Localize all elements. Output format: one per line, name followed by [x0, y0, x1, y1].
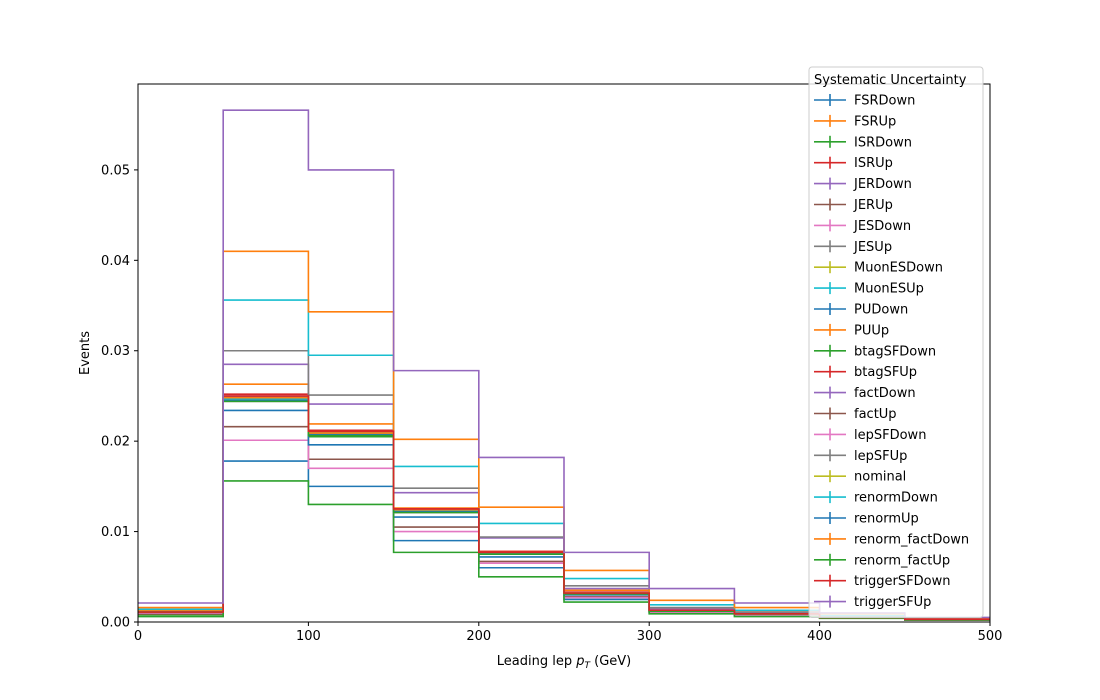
legend-entry-PUDown: PUDown	[814, 303, 908, 318]
x-axis-label: Leading lep pT (GeV)	[497, 654, 631, 671]
legend-label: renormUp	[854, 512, 919, 527]
y-tick-label: 0.02	[101, 435, 130, 450]
legend-entry-JESDown: JESDown	[814, 219, 911, 234]
legend-label: ISRDown	[854, 135, 912, 150]
legend-entry-triggerSFDown: triggerSFDown	[814, 574, 950, 589]
legend-entry-renorm_factUp: renorm_factUp	[814, 553, 950, 568]
y-axis-label: Events	[78, 331, 93, 375]
legend-label: btagSFUp	[854, 365, 917, 380]
legend-label: factDown	[854, 386, 916, 401]
legend-label: lepSFDown	[854, 428, 926, 443]
y-tick-label: 0.05	[101, 163, 130, 178]
legend-entry-btagSFDown: btagSFDown	[814, 344, 936, 359]
legend-label: renormDown	[854, 491, 938, 506]
legend-label: lepSFUp	[854, 449, 907, 464]
legend-label: JESUp	[853, 240, 892, 255]
legend: Systematic Uncertainty FSRDown FSRUp ISRDo…	[808, 66, 984, 618]
x-axis: 0 100 200 300 400 500	[134, 622, 1003, 644]
legend-entries: FSRDown FSRUp ISRDown ISRUp JERDown JERUp JESD…	[814, 94, 969, 610]
y-axis: 0.00 0.01 0.02 0.03 0.04 0.05	[101, 163, 138, 631]
x-axis-label-var: p	[575, 654, 584, 669]
legend-label: factUp	[854, 407, 897, 422]
x-axis-label-suffix: (GeV)	[590, 654, 631, 669]
legend-entry-ISRUp: ISRUp	[814, 156, 893, 171]
x-tick-label: 400	[807, 629, 832, 644]
legend-entry-lepSFUp: lepSFUp	[814, 449, 907, 464]
legend-label: renorm_factUp	[854, 553, 950, 568]
legend-entry-triggerSFUp: triggerSFUp	[814, 595, 931, 610]
x-tick-label: 200	[466, 629, 491, 644]
x-axis-label-prefix: Leading lep	[497, 654, 576, 669]
legend-label: MuonESUp	[854, 282, 924, 297]
legend-label: JESDown	[853, 219, 911, 234]
legend-label: nominal	[854, 470, 906, 485]
x-tick-label: 500	[978, 629, 1003, 644]
legend-entry-JERDown: JERDown	[814, 177, 912, 192]
x-tick-label: 0	[134, 629, 142, 644]
legend-label: FSRUp	[854, 114, 896, 129]
legend-entry-lepSFDown: lepSFDown	[814, 428, 926, 443]
legend-box	[808, 66, 984, 618]
legend-entry-MuonESUp: MuonESUp	[814, 282, 924, 297]
legend-label: btagSFDown	[854, 344, 936, 359]
legend-entry-renormDown: renormDown	[814, 491, 938, 506]
legend-entry-JERUp: JERUp	[814, 198, 893, 213]
legend-label: triggerSFDown	[854, 574, 950, 589]
legend-label: FSRDown	[854, 94, 915, 109]
x-tick-label: 300	[637, 629, 662, 644]
legend-entry-JESUp: JESUp	[814, 240, 892, 255]
axes-frame	[137, 83, 991, 623]
legend-label: triggerSFUp	[854, 595, 931, 610]
legend-entry-FSRDown: FSRDown	[814, 94, 915, 109]
legend-label: MuonESDown	[854, 261, 943, 276]
legend-label: JERDown	[853, 177, 912, 192]
legend-label: PUUp	[854, 323, 889, 338]
x-axis-label-subscript: T	[584, 661, 591, 671]
legend-entry-renormUp: renormUp	[814, 512, 919, 527]
legend-label: JERUp	[853, 198, 893, 213]
y-tick-label: 0.00	[101, 616, 130, 631]
legend-entry-btagSFUp: btagSFUp	[814, 365, 917, 380]
legend-entry-renorm_factDown: renorm_factDown	[814, 532, 969, 547]
legend-title: Systematic Uncertainty	[814, 73, 967, 88]
legend-entry-FSRUp: FSRUp	[814, 114, 896, 129]
y-tick-label: 0.01	[101, 525, 130, 540]
legend-entry-ISRDown: ISRDown	[814, 135, 912, 150]
x-tick-label: 100	[296, 629, 321, 644]
legend-entry-PUUp: PUUp	[814, 323, 889, 338]
y-tick-label: 0.04	[101, 254, 130, 269]
y-tick-label: 0.03	[101, 344, 130, 359]
legend-entry-MuonESDown: MuonESDown	[814, 261, 943, 276]
legend-entry-factDown: factDown	[814, 386, 916, 401]
legend-label: PUDown	[854, 303, 908, 318]
legend-entry-factUp: factUp	[814, 407, 897, 422]
legend-label: renorm_factDown	[854, 532, 969, 547]
legend-entry-nominal: nominal	[814, 470, 906, 485]
legend-label: ISRUp	[854, 156, 893, 171]
